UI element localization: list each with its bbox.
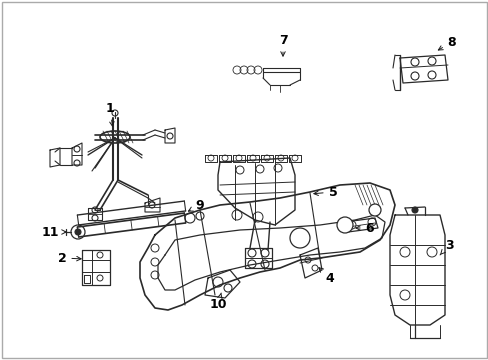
Text: 10: 10 (209, 293, 226, 311)
Text: 8: 8 (437, 36, 455, 50)
Text: 5: 5 (313, 185, 337, 198)
Text: 9: 9 (188, 198, 204, 212)
Circle shape (411, 207, 417, 213)
Circle shape (336, 217, 352, 233)
Circle shape (368, 204, 380, 216)
Circle shape (289, 228, 309, 248)
Text: 2: 2 (58, 252, 81, 265)
Text: 7: 7 (278, 33, 287, 56)
Circle shape (75, 229, 81, 235)
Text: 11: 11 (41, 225, 66, 239)
Text: 3: 3 (439, 239, 452, 255)
Text: 4: 4 (318, 267, 334, 284)
Text: 1: 1 (105, 102, 114, 126)
Text: 6: 6 (355, 221, 373, 234)
